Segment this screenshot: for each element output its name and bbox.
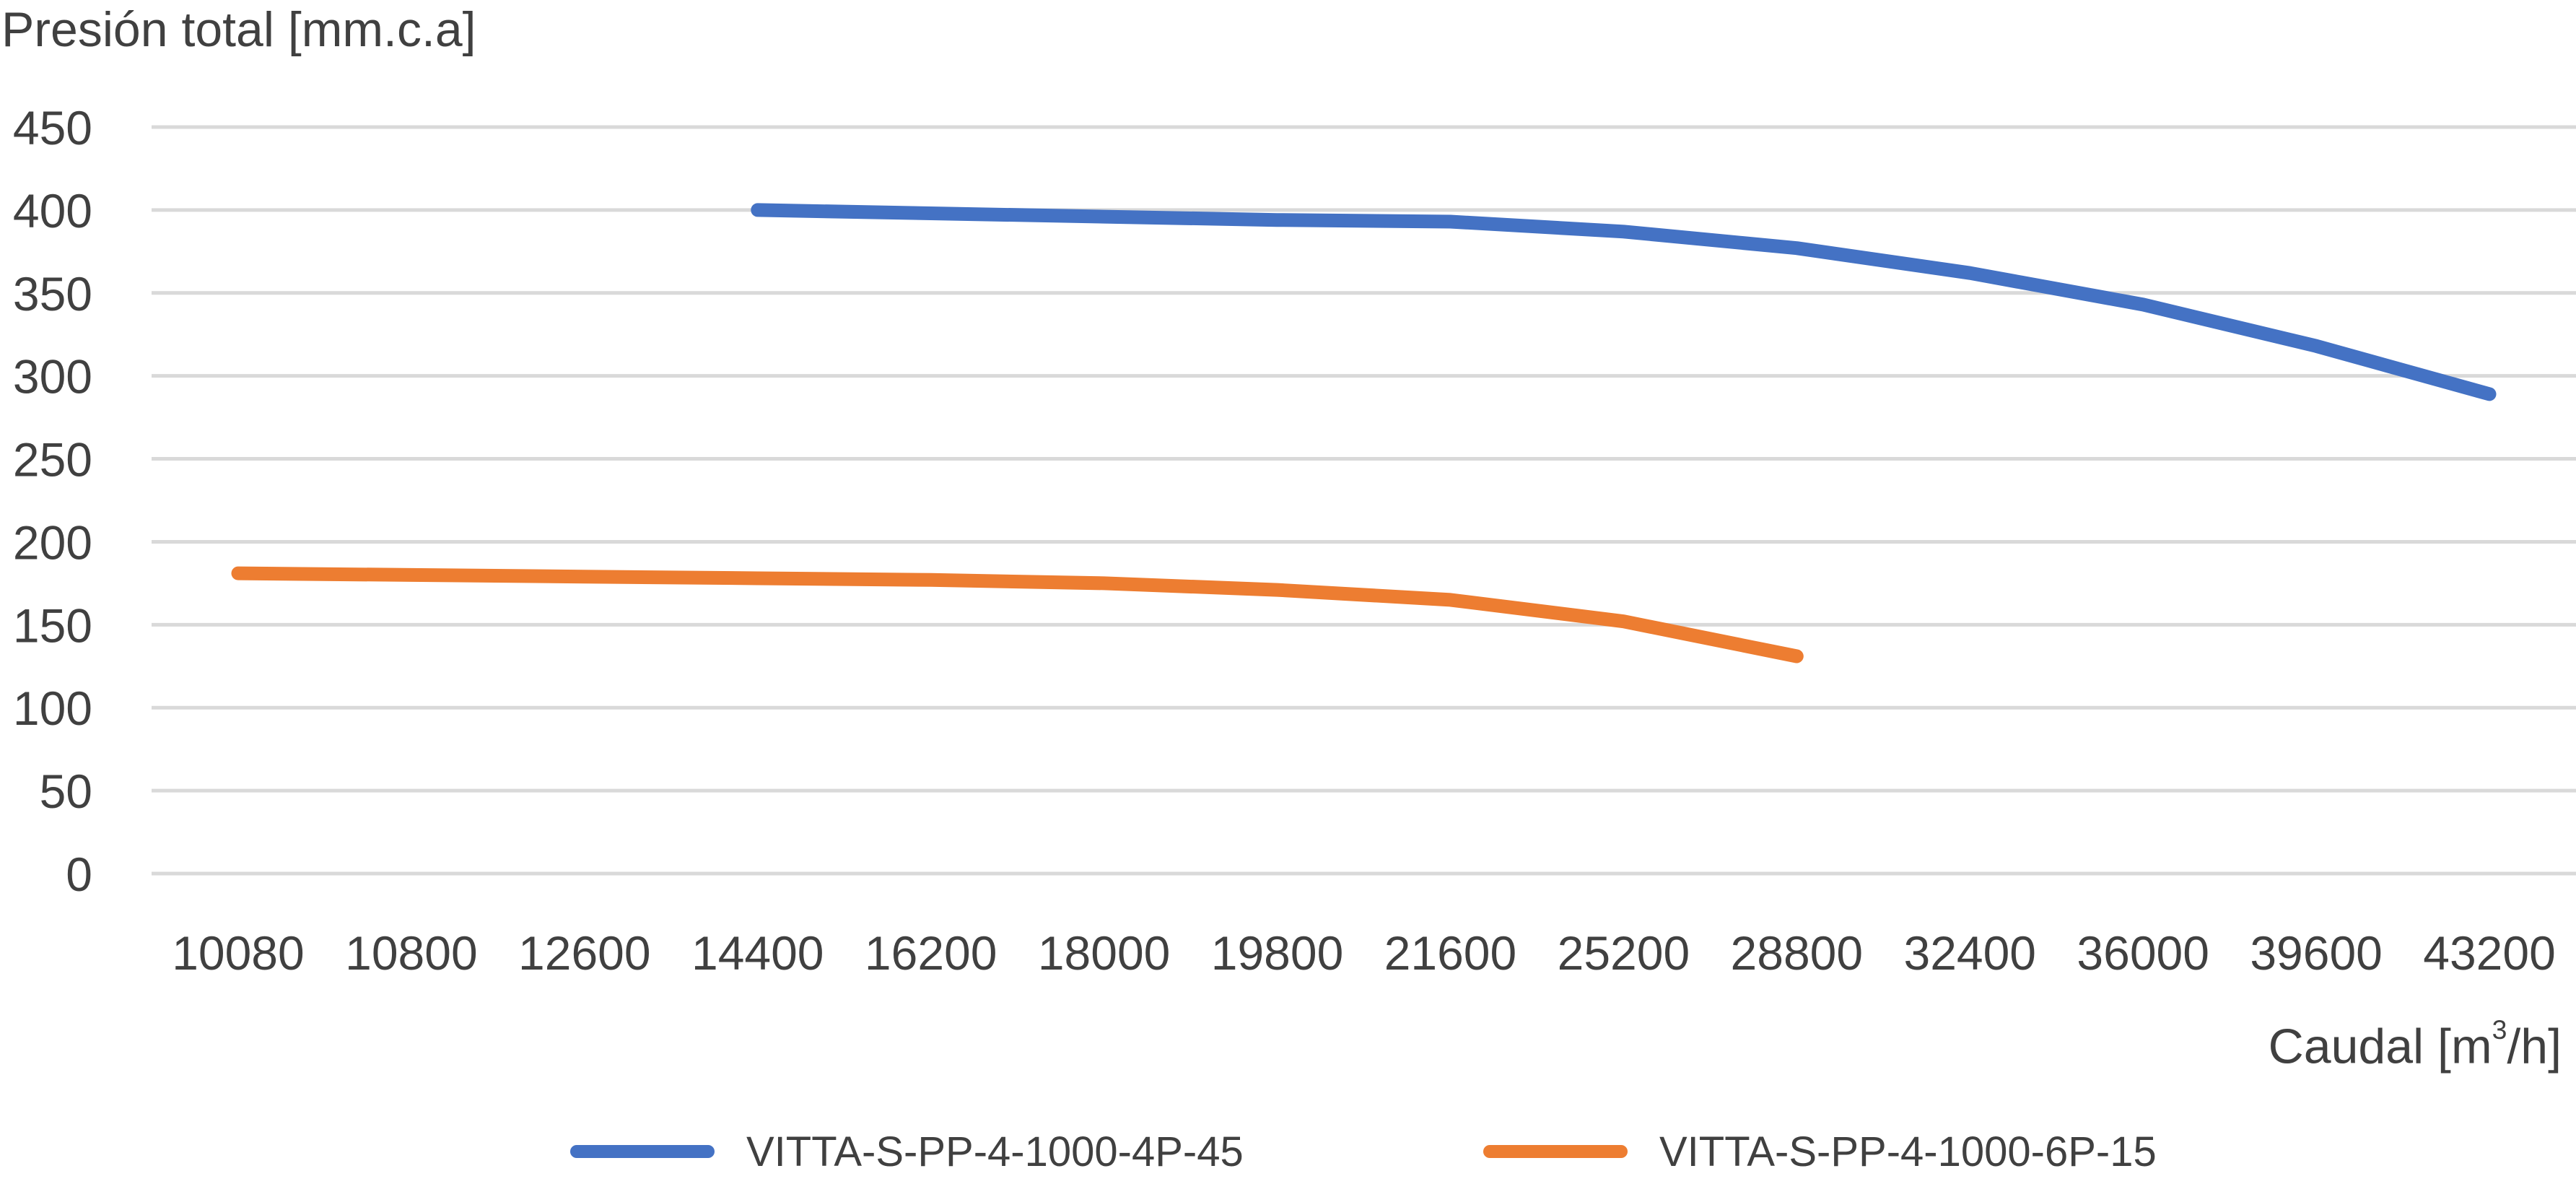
x-tick-label-19800: 19800: [1211, 926, 1344, 980]
y-axis-title: Presión total [mm.c.a]: [1, 2, 476, 57]
series-2-point-21600: [1449, 599, 1451, 601]
series-2-point-19800: [1277, 589, 1278, 591]
series-1-point-39600: [2315, 345, 2317, 347]
y-tick-label-200: 200: [13, 515, 92, 569]
legend-swatch-series-1: [570, 1145, 715, 1158]
x-axis-title-prefix: Caudal [m: [2268, 1019, 2492, 1074]
y-tick-label-150: 150: [13, 598, 92, 652]
x-tick-label-36000: 36000: [2077, 926, 2209, 980]
x-axis-title: Caudal [m3/h]: [2269, 1014, 2562, 1075]
y-tick-label-100: 100: [13, 682, 92, 735]
legend: VITTA-S-PP-4-1000-4P-45 VITTA-S-PP-4-100…: [0, 1119, 2576, 1184]
series-1-point-19800: [1277, 219, 1278, 221]
series-1-point-21600: [1449, 221, 1451, 222]
series-1-point-43200: [2489, 393, 2490, 395]
x-tick-label-28800: 28800: [1731, 926, 1864, 980]
x-tick-label-21600: 21600: [1384, 926, 1517, 980]
y-tick-label-50: 50: [40, 765, 92, 818]
legend-item-series-2: VITTA-S-PP-4-1000-6P-15: [1483, 1119, 2157, 1184]
series-2-point-10800: [411, 574, 412, 575]
series-2-point-14400: [757, 578, 759, 579]
x-tick-label-14400: 14400: [691, 926, 824, 980]
y-tick-label-0: 0: [66, 848, 92, 901]
x-tick-label-43200: 43200: [2423, 926, 2556, 980]
series-1-point-25200: [1623, 231, 1624, 232]
y-tick-label-250: 250: [13, 433, 92, 487]
x-tick-label-16200: 16200: [865, 926, 997, 980]
series-2-point-25200: [1623, 621, 1624, 622]
x-tick-label-39600: 39600: [2250, 926, 2383, 980]
legend-label-series-1: VITTA-S-PP-4-1000-4P-45: [746, 1128, 1244, 1175]
series-line-1: [751, 203, 2497, 401]
x-tick-label-25200: 25200: [1558, 926, 1690, 980]
series-1-point-16200: [930, 212, 932, 214]
y-tick-label-400: 400: [13, 184, 92, 238]
x-tick-label-18000: 18000: [1038, 926, 1171, 980]
x-tick-label-10080: 10080: [172, 926, 305, 980]
y-tick-label-350: 350: [13, 267, 92, 321]
series-1-point-14400: [757, 209, 759, 211]
series-2-point-16200: [930, 579, 932, 580]
y-tick-label-450: 450: [13, 101, 92, 154]
legend-swatch-series-2: [1483, 1145, 1628, 1158]
series-1-point-18000: [1104, 216, 1105, 217]
series-2-point-10080: [237, 573, 239, 574]
x-tick-label-12600: 12600: [518, 926, 651, 980]
legend-label-series-2: VITTA-S-PP-4-1000-6P-15: [1659, 1128, 2157, 1175]
legend-item-series-1: VITTA-S-PP-4-1000-4P-45: [570, 1119, 1244, 1184]
series-1-point-28800: [1796, 248, 1797, 249]
x-axis-title-superscript: 3: [2492, 1014, 2507, 1045]
series-1-point-32400: [1969, 272, 1970, 274]
series-2-point-18000: [1104, 583, 1105, 584]
series-line-2: [231, 566, 1804, 663]
series-2-point-12600: [584, 576, 585, 578]
series-1-point-36000: [2142, 304, 2144, 305]
y-tick-label-300: 300: [13, 350, 92, 404]
series-2-point-28800: [1796, 656, 1797, 657]
x-tick-label-32400: 32400: [1903, 926, 2036, 980]
x-axis-title-suffix: /h]: [2507, 1019, 2562, 1074]
x-tick-label-10800: 10800: [345, 926, 478, 980]
